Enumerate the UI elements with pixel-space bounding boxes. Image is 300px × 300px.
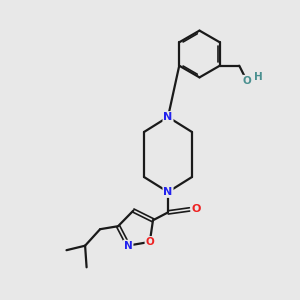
Text: O: O	[146, 237, 154, 247]
Text: H: H	[254, 72, 262, 82]
Text: N: N	[164, 187, 172, 197]
Text: O: O	[242, 76, 251, 86]
Text: O: O	[191, 204, 201, 214]
Text: N: N	[124, 241, 133, 250]
Text: N: N	[164, 112, 172, 122]
